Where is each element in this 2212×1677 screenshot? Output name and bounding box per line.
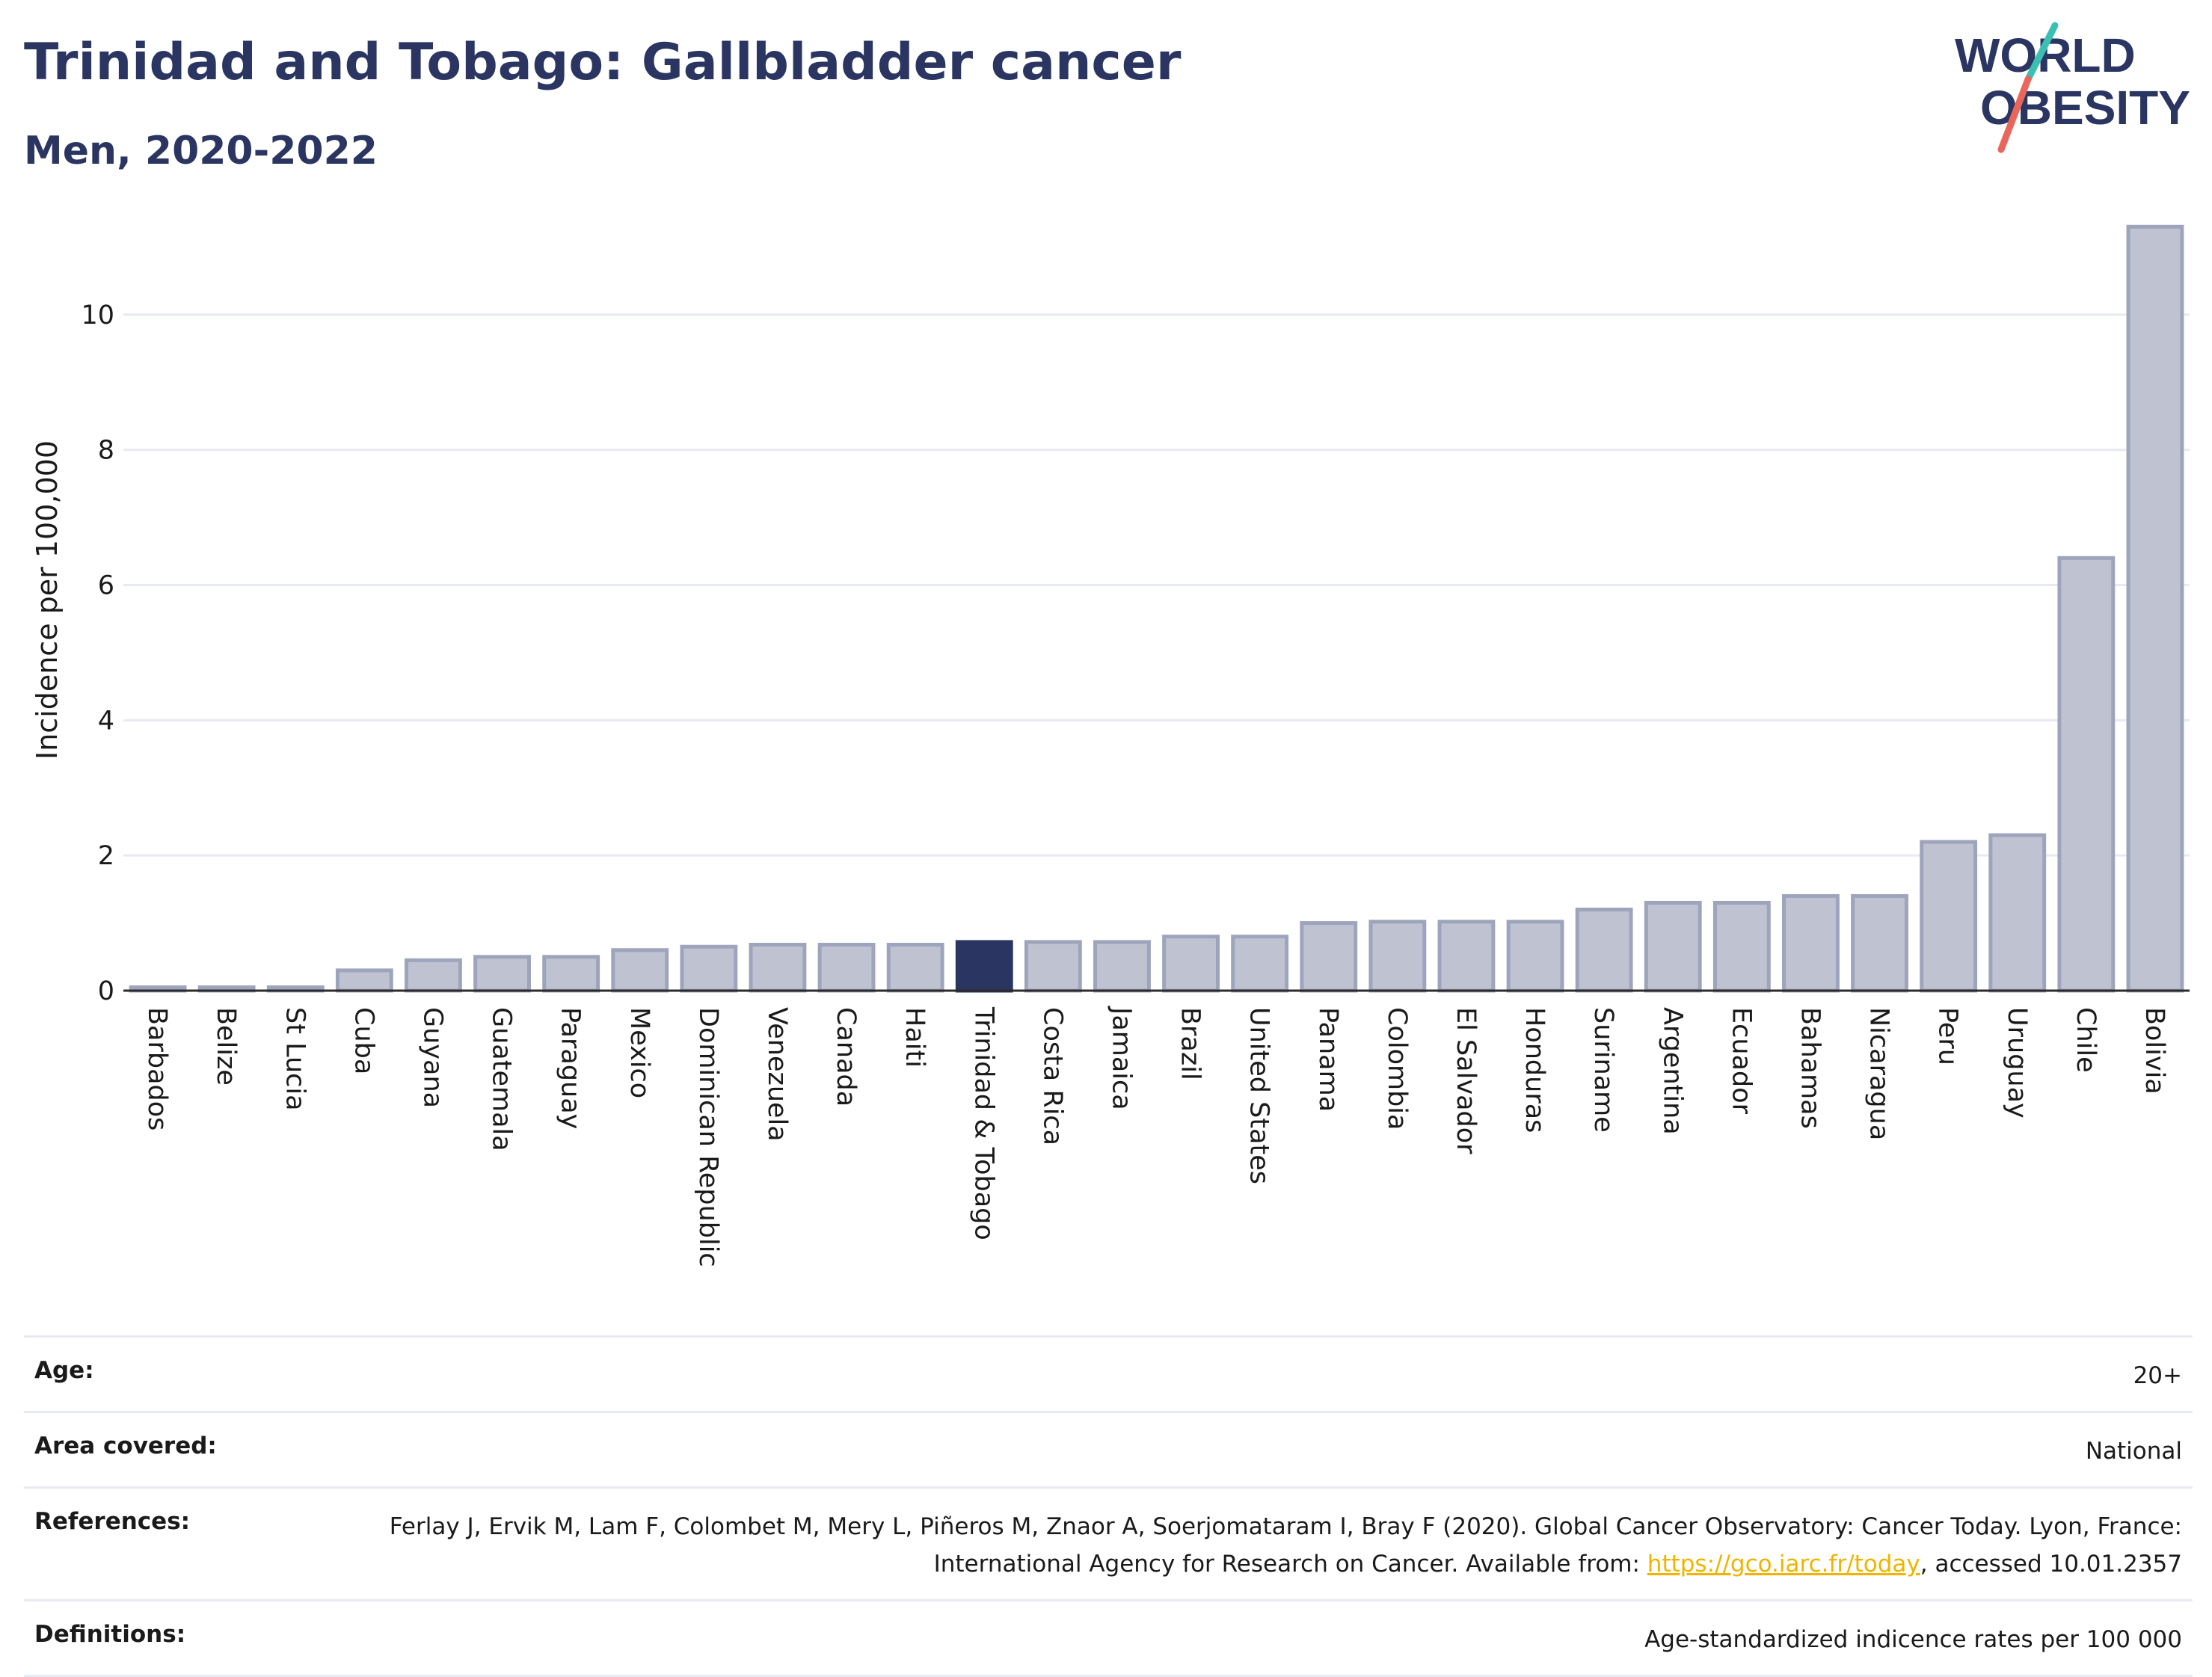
- x-tick-label: Bahamas: [1795, 1007, 1825, 1129]
- info-row-age: Age: 20+: [24, 1335, 2193, 1411]
- references-text: Ferlay J, Ervik M, Lam F, Colombet M, Me…: [389, 1513, 2182, 1578]
- bar: [680, 944, 738, 993]
- bar: [1093, 940, 1151, 993]
- x-tick-label: Barbados: [142, 1007, 172, 1130]
- bar: [2057, 556, 2116, 993]
- bar: [611, 948, 669, 993]
- bar: [1712, 900, 1771, 993]
- bar: [1920, 840, 1978, 993]
- references-link[interactable]: https://gco.iarc.fr/today: [1647, 1551, 1920, 1578]
- bar-highlight: [955, 940, 1013, 993]
- area-label: Area covered:: [34, 1433, 217, 1459]
- x-tick-label: Trinidad & Tobago: [968, 1006, 998, 1240]
- bar: [1300, 921, 1358, 993]
- x-tick-label: Venezuela: [762, 1007, 792, 1142]
- bar: [1506, 920, 1564, 993]
- x-tick-label: Argentina: [1657, 1007, 1687, 1135]
- x-tick-label: Mexico: [624, 1007, 654, 1098]
- references-value: Ferlay J, Ervik M, Lam F, Colombet M, Me…: [387, 1508, 2182, 1583]
- x-tick-label: Costa Rica: [1037, 1007, 1067, 1145]
- bar: [1437, 920, 1496, 993]
- bar: [1162, 935, 1220, 993]
- bar: [1988, 833, 2047, 993]
- x-tick-label: Haiti: [900, 1007, 930, 1068]
- x-tick-label: St Lucia: [280, 1007, 310, 1111]
- bar: [886, 943, 944, 993]
- bar: [335, 968, 393, 993]
- axes: 0 2 4 6 8 10 Barbados Belize St Lucia Cuba Guyana G…: [81, 301, 2190, 1267]
- y-tick-label: 6: [98, 571, 114, 601]
- x-tick-label: United States: [1244, 1007, 1274, 1184]
- x-tick-label: Chile: [2071, 1007, 2101, 1073]
- x-tick-label: Honduras: [1520, 1007, 1549, 1133]
- x-tick-label: Belize: [211, 1007, 241, 1086]
- y-tick-label: 10: [81, 301, 114, 330]
- y-tick-label: 8: [98, 436, 114, 466]
- bar: [1368, 920, 1427, 993]
- definitions-value: Age-standardized indicence rates per 100…: [1644, 1626, 2182, 1653]
- chart-title: Trinidad and Tobago: Gallbladder cancer: [24, 33, 1182, 92]
- bar: [1231, 935, 1289, 993]
- references-suffix: , accessed 10.01.2357: [1920, 1551, 2182, 1578]
- bar: [405, 958, 462, 993]
- x-tick-label: Panama: [1313, 1007, 1343, 1112]
- world-obesity-logo: WORLD OBESITY: [1955, 22, 2190, 153]
- x-tick-label: Uruguay: [2002, 1007, 2032, 1118]
- x-tick-label: Nicaragua: [1864, 1007, 1894, 1140]
- x-tick-label: Suriname: [1588, 1007, 1618, 1133]
- logo-slash-red: [1997, 76, 2032, 153]
- chart-subtitle: Men, 2020-2022: [24, 129, 378, 173]
- bars: [129, 224, 2184, 993]
- y-tick-label: 4: [98, 706, 114, 736]
- definitions-label: Definitions:: [34, 1621, 186, 1648]
- logo-slash-teal: [2024, 22, 2059, 83]
- age-label: Age:: [34, 1357, 94, 1384]
- bar: [817, 943, 876, 993]
- bar: [1851, 893, 1908, 993]
- bar: [542, 955, 600, 993]
- logo-word-world: WORLD: [1955, 28, 2136, 82]
- x-tick-label: Brazil: [1176, 1007, 1205, 1080]
- info-row-definitions: Definitions: Age-standardized indicence …: [24, 1599, 2193, 1677]
- bar: [1644, 900, 1702, 993]
- bar: [1024, 940, 1082, 993]
- x-tick-label: Ecuador: [1726, 1007, 1756, 1115]
- references-label: References:: [34, 1508, 191, 1535]
- x-tick-label: Dominican Republic: [693, 1007, 723, 1267]
- bar: [473, 955, 531, 993]
- x-tick-label: Peru: [1933, 1007, 1963, 1065]
- area-value: National: [2085, 1438, 2182, 1465]
- x-tick-label: Canada: [831, 1007, 861, 1107]
- info-row-area: Area covered: National: [24, 1411, 2193, 1486]
- y-tick-label: 0: [98, 976, 114, 1006]
- x-tick-label: Bolivia: [2139, 1007, 2169, 1095]
- bar: [1782, 893, 1840, 993]
- bar-chart: 0 2 4 6 8 10 Barbados Belize St Lucia Cuba Guyana G…: [31, 224, 2190, 1267]
- age-value: 20+: [2133, 1362, 2182, 1389]
- y-tick-label: 2: [98, 841, 114, 871]
- bar: [2126, 224, 2184, 993]
- bar: [1575, 908, 1633, 993]
- x-tick-label: Colombia: [1382, 1007, 1412, 1130]
- x-tick-label: Guyana: [417, 1007, 447, 1108]
- x-tick-label: Jamaica: [1106, 1006, 1136, 1110]
- bar: [749, 943, 807, 993]
- y-axis-label: Incidence per 100,000: [31, 440, 64, 760]
- x-tick-label: Cuba: [348, 1007, 378, 1074]
- x-tick-label: Guatemala: [487, 1007, 517, 1151]
- grid-lines: [123, 313, 2190, 857]
- x-tick-label: Paraguay: [556, 1007, 586, 1129]
- x-tick-label: El Salvador: [1451, 1007, 1481, 1154]
- info-row-references: References: Ferlay J, Ervik M, Lam F, Co…: [24, 1486, 2193, 1599]
- info-table: Age: 20+ Area covered: National Referenc…: [24, 1335, 2193, 1677]
